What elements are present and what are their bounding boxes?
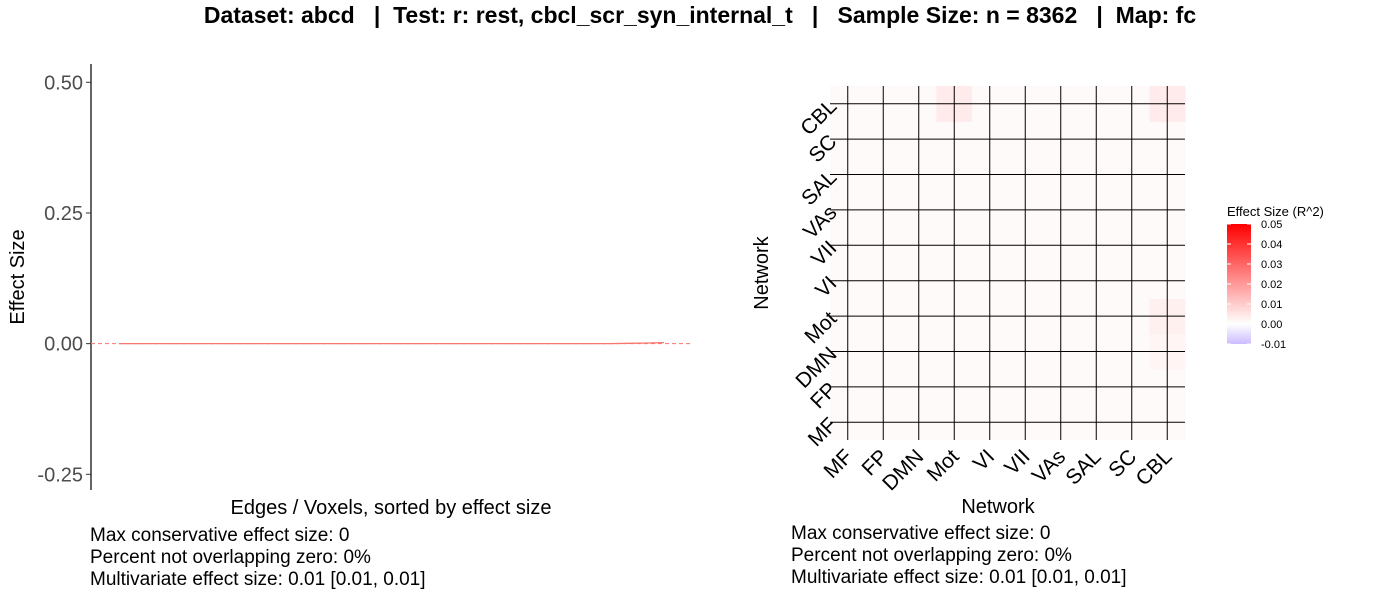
y-tick-label: 0.00 [44, 334, 83, 356]
right-stat-max-conservative: Max conservative effect size: 0 [791, 523, 1051, 544]
effect-size-series-line [119, 341, 665, 345]
heatmap-x-tick-label: DMN [878, 445, 928, 495]
heatmap-y-axis-title: Network [751, 235, 773, 309]
heatmap-x-axis-title: Network [961, 496, 1035, 518]
heatmap-x-tick-label: Mot [923, 445, 964, 486]
legend-tick-label: 0.02 [1261, 279, 1282, 291]
y-tick-label: 0.25 [44, 203, 83, 225]
page-title: Dataset: abcd | Test: r: rest, cbcl_scr_… [203, 2, 1197, 28]
left-stat-multivariate: Multivariate effect size: 0.01 [0.01, 0.… [90, 569, 426, 590]
legend-tick-label: 0.01 [1261, 299, 1282, 311]
right-stat-percent-overlap: Percent not overlapping zero: 0% [791, 545, 1072, 566]
heatmap-x-tick-label: SAL [1061, 445, 1105, 489]
heatmap-x-tick-label: VI [969, 445, 999, 475]
legend-tick-label: 0.04 [1261, 239, 1282, 251]
heatmap-x-tick-label: CBL [1132, 445, 1177, 490]
right-stat-multivariate: Multivariate effect size: 0.01 [0.01, 0.… [791, 567, 1127, 588]
x-axis-title: Edges / Voxels, sorted by effect size [231, 497, 552, 519]
legend-tick-label: 0.00 [1261, 319, 1282, 331]
effect-size-line-chart: -0.25 0.00 0.25 0.50 Edges / Voxels, sorted … [7, 64, 690, 519]
heatmap-x-tick-label: VAs [1028, 445, 1070, 487]
color-legend: Effect Size (R^2) -0.01 0.00 0.01 0.02 0.03 0.… [1227, 204, 1324, 351]
legend-title: Effect Size (R^2) [1227, 204, 1324, 219]
y-axis-title: Effect Size [7, 229, 29, 324]
y-tick-label: -0.25 [37, 464, 83, 486]
y-tick-label: 0.50 [44, 72, 83, 94]
legend-tick-label: 0.03 [1261, 259, 1282, 271]
heatmap-x-tick-label: MF [819, 445, 857, 483]
legend-tick-label: -0.01 [1261, 339, 1286, 351]
left-stat-max-conservative: Max conservative effect size: 0 [90, 525, 350, 546]
left-stat-percent-overlap: Percent not overlapping zero: 0% [90, 547, 371, 568]
legend-tick-label: 0.05 [1261, 219, 1282, 231]
